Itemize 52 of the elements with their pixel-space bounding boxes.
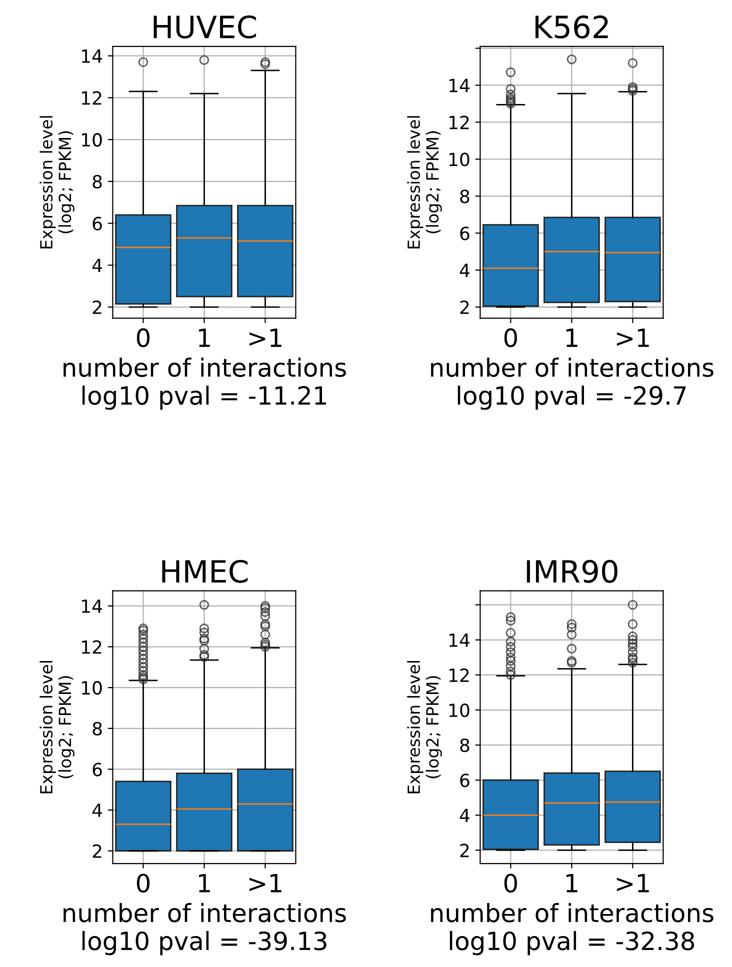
y-tick-label: 4 [460, 264, 470, 277]
x-axis-title: number of interactions log10 pval = -39.13 [64, 903, 346, 956]
y-tick-label: 14 [82, 600, 102, 613]
x-tick-label: 0 [504, 874, 517, 893]
y-tick-label: 12 [82, 640, 102, 654]
y-tick-label: 6 [460, 226, 470, 240]
y-tick-label: 12 [449, 116, 469, 130]
y-axis-title: Expression level (log2; FPKM) [407, 116, 442, 248]
y-tick-label: 8 [92, 174, 102, 189]
y-axis-title: Expression level (log2; FPKM) [40, 661, 74, 794]
y-tick-label: 8 [460, 190, 470, 204]
x-tick-label: >1 [249, 328, 282, 347]
x-tick-label: 0 [136, 874, 150, 893]
y-tick-label: 14 [82, 50, 102, 63]
x-axis-title: number of interactions log10 pval = -11.21 [64, 358, 346, 410]
y-tick-label: 12 [449, 668, 469, 682]
y-tick-label: 2 [92, 300, 102, 314]
y-tick-label: 4 [460, 808, 470, 822]
y-tick-label: 10 [449, 703, 470, 718]
x-tick-label: 0 [136, 328, 150, 348]
x-tick-label: >1 [616, 874, 649, 892]
x-axis-title: number of interactions log10 pval = -29.7 [431, 358, 714, 410]
y-tick-label: 8 [460, 738, 470, 752]
y-tick-label: 8 [92, 722, 102, 736]
y-tick-label: 2 [92, 844, 102, 858]
y-tick-label: 2 [460, 300, 469, 314]
y-tick-label: 14 [449, 78, 470, 92]
y-tick-label: 10 [449, 152, 470, 166]
x-tick-label: 0 [504, 328, 517, 348]
x-tick-label: 1 [566, 874, 578, 892]
x-tick-label: 1 [199, 328, 210, 347]
y-tick-label: 6 [460, 774, 470, 788]
x-axis-title: number of interactions log10 pval = -32.38 [431, 903, 714, 956]
y-tick-label: 10 [82, 681, 102, 695]
x-tick-label: 1 [199, 874, 210, 892]
y-tick-label: 6 [92, 216, 102, 230]
chart-title: IMR90 [526, 560, 618, 583]
y-tick-label: 4 [92, 804, 102, 817]
chart-title: HMEC [162, 560, 248, 583]
y-tick-label: 6 [92, 762, 102, 776]
chart-title: K562 [536, 15, 608, 39]
y-tick-label: 2 [460, 844, 469, 858]
y-tick-label: 12 [82, 91, 102, 105]
y-axis-title: Expression level (log2; FPKM) [40, 116, 74, 248]
y-tick-label: 4 [92, 258, 102, 272]
y-axis-title: Expression level (log2; FPKM) [407, 661, 442, 794]
y-tick-label: 10 [82, 133, 102, 147]
x-tick-label: >1 [249, 874, 282, 892]
chart-title: HUVEC [154, 15, 256, 39]
x-tick-label: >1 [616, 328, 649, 347]
x-tick-label: 1 [566, 328, 578, 347]
y-tick-label: 14 [449, 634, 470, 647]
